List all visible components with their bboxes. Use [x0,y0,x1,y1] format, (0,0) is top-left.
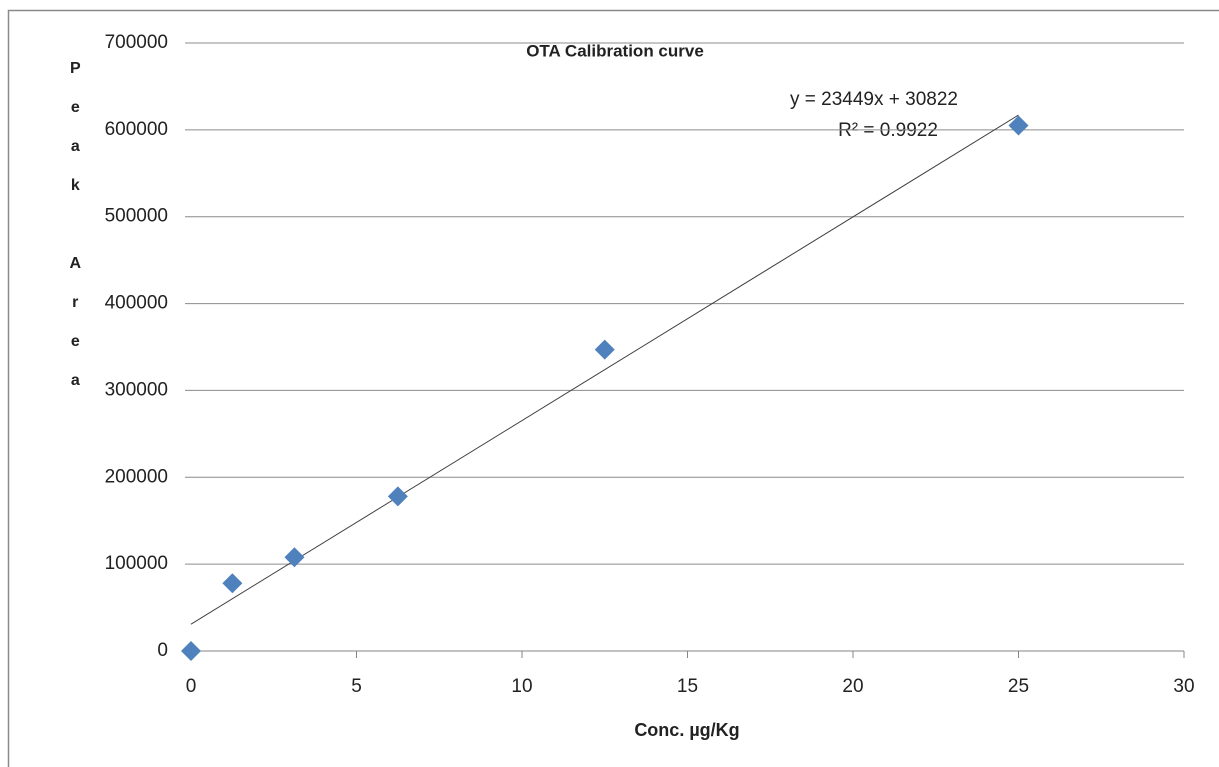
chart-title: OTA Calibration curve [526,41,704,60]
y-tick-label: 500000 [105,206,168,227]
x-tick-label: 15 [677,676,698,697]
x-tick-label: 0 [186,676,197,697]
x-tick-label: 20 [842,676,863,697]
trendline-r2: R² = 0.9922 [838,120,938,141]
x-axis-label: Conc. µg/Kg [634,720,739,740]
y-tick-label: 300000 [105,379,168,400]
trendline [190,114,1019,625]
y-tick-label: 600000 [105,119,168,140]
y-axis-label: Peak Area [67,60,84,411]
chart-frame [7,9,1219,767]
data-point [181,641,201,661]
y-tick-label: 200000 [105,466,168,487]
y-tick-label: 400000 [105,293,168,314]
y-tick-label: 100000 [105,553,168,574]
x-tick-label: 5 [351,676,362,697]
x-tick-label: 10 [511,676,532,697]
data-point [284,547,305,568]
x-tick-label: 25 [1008,676,1029,697]
y-tick-label: 0 [157,640,168,661]
data-point [1008,115,1029,136]
data-point [387,486,408,507]
data-point [594,339,615,360]
trendline-equation: y = 23449x + 30822 [790,89,958,110]
data-point [222,573,243,594]
y-tick-label: 700000 [105,32,168,53]
x-tick-label: 30 [1173,676,1194,697]
